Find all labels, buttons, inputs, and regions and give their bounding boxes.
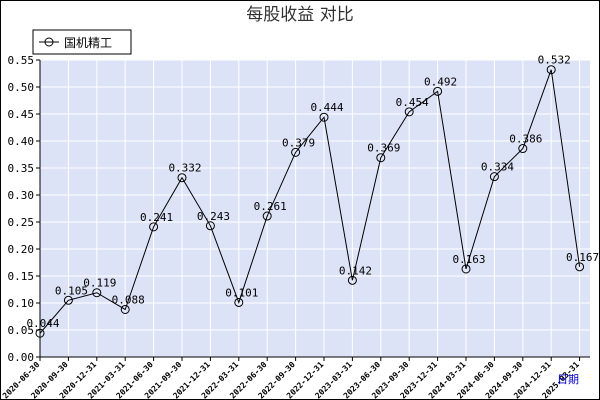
y-tick-labels: 0.00 0.05 0.10 0.15 0.20 0.25 0.30 0.35 0.40 0.45… — [8, 54, 35, 364]
data-label: 0.454 — [396, 96, 429, 109]
data-point — [546, 65, 556, 75]
data-point — [347, 275, 357, 285]
y-tick-label: 0.45 — [8, 108, 35, 121]
data-label: 0.386 — [509, 133, 542, 146]
data-label: 0.379 — [282, 136, 315, 149]
data-points — [35, 65, 585, 338]
y-tick-label: 0.40 — [8, 135, 35, 148]
y-tick-label: 0.35 — [8, 162, 35, 175]
y-tick-label: 0.20 — [8, 243, 35, 256]
y-tick-label: 0.10 — [8, 297, 35, 310]
y-tick-label: 0.00 — [8, 351, 35, 364]
data-point — [461, 264, 471, 274]
data-label: 0.369 — [367, 142, 400, 155]
data-label: 0.532 — [538, 54, 571, 67]
data-point — [177, 173, 187, 183]
data-point — [149, 222, 159, 232]
legend-circle-marker — [44, 37, 54, 47]
data-label: 0.167 — [566, 251, 599, 264]
data-point — [291, 147, 301, 157]
series-line-group — [39, 69, 581, 334]
data-point — [433, 86, 443, 96]
data-label: 0.119 — [83, 277, 116, 290]
data-label: 0.241 — [140, 211, 173, 224]
data-point — [63, 295, 73, 305]
data-label: 0.492 — [424, 75, 457, 88]
x-axis-label: 日期 — [557, 373, 579, 386]
plot-area — [40, 60, 590, 357]
data-label: 0.444 — [310, 101, 343, 114]
data-label: 0.101 — [225, 286, 258, 299]
data-point — [489, 172, 499, 182]
data-point — [518, 144, 528, 154]
axes — [39, 60, 590, 358]
data-point — [575, 262, 585, 272]
data-label: 0.334 — [481, 161, 514, 174]
x-tick-labels: 2020-06-302020-09-302020-12-312021-03-31… — [1, 360, 581, 400]
data-point — [376, 153, 386, 163]
data-label: 0.142 — [339, 264, 372, 277]
series-line — [39, 69, 581, 334]
data-label: 0.088 — [112, 293, 145, 306]
data-point — [35, 328, 45, 338]
data-label: 0.332 — [168, 162, 201, 175]
y-tick-label: 0.55 — [8, 54, 35, 67]
y-tick-label: 0.25 — [8, 216, 35, 229]
legend-entry: 国机精工 — [64, 36, 112, 50]
data-point — [404, 107, 414, 117]
data-label: 0.243 — [197, 210, 230, 223]
data-point — [319, 112, 329, 122]
data-point — [205, 221, 215, 231]
data-label: 0.163 — [452, 253, 485, 266]
data-point — [120, 304, 130, 314]
data-point — [234, 297, 244, 307]
data-label: 0.105 — [55, 284, 88, 297]
chart-title: 每股收益 对比 — [246, 5, 353, 25]
legend: 国机精工 — [32, 29, 132, 55]
y-tick-label: 0.05 — [8, 324, 35, 337]
grid-lines — [36, 59, 590, 361]
data-point — [262, 211, 272, 221]
data-label: 0.261 — [254, 200, 287, 213]
y-tick-label: 0.50 — [8, 81, 35, 94]
data-point — [92, 288, 102, 298]
data-label: 0.044 — [26, 317, 59, 330]
y-tick-label: 0.15 — [8, 270, 35, 283]
y-tick-label: 0.30 — [8, 189, 35, 202]
